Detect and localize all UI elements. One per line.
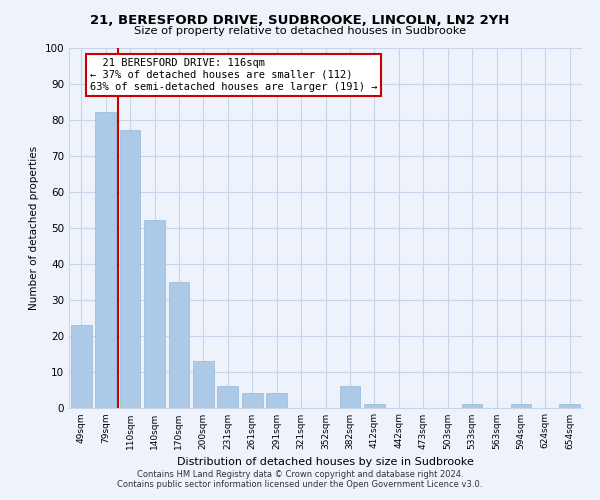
Bar	[511, 404, 532, 407]
Bar	[119, 130, 140, 407]
Bar	[71, 324, 92, 407]
Text: 21 BERESFORD DRIVE: 116sqm
← 37% of detached houses are smaller (112)
63% of sem: 21 BERESFORD DRIVE: 116sqm ← 37% of deta…	[90, 58, 377, 92]
Text: Size of property relative to detached houses in Sudbrooke: Size of property relative to detached ho…	[134, 26, 466, 36]
Text: Contains HM Land Registry data © Crown copyright and database right 2024.
Contai: Contains HM Land Registry data © Crown c…	[118, 470, 482, 489]
Bar	[242, 393, 263, 407]
Text: 21, BERESFORD DRIVE, SUDBROOKE, LINCOLN, LN2 2YH: 21, BERESFORD DRIVE, SUDBROOKE, LINCOLN,…	[91, 14, 509, 27]
X-axis label: Distribution of detached houses by size in Sudbrooke: Distribution of detached houses by size …	[177, 457, 474, 467]
Bar	[144, 220, 165, 408]
Y-axis label: Number of detached properties: Number of detached properties	[29, 146, 39, 310]
Bar	[461, 404, 482, 407]
Bar	[169, 282, 190, 408]
Bar	[559, 404, 580, 407]
Bar	[217, 386, 238, 407]
Bar	[364, 404, 385, 407]
Bar	[266, 393, 287, 407]
Bar	[193, 360, 214, 408]
Bar	[340, 386, 361, 407]
Bar	[95, 112, 116, 408]
